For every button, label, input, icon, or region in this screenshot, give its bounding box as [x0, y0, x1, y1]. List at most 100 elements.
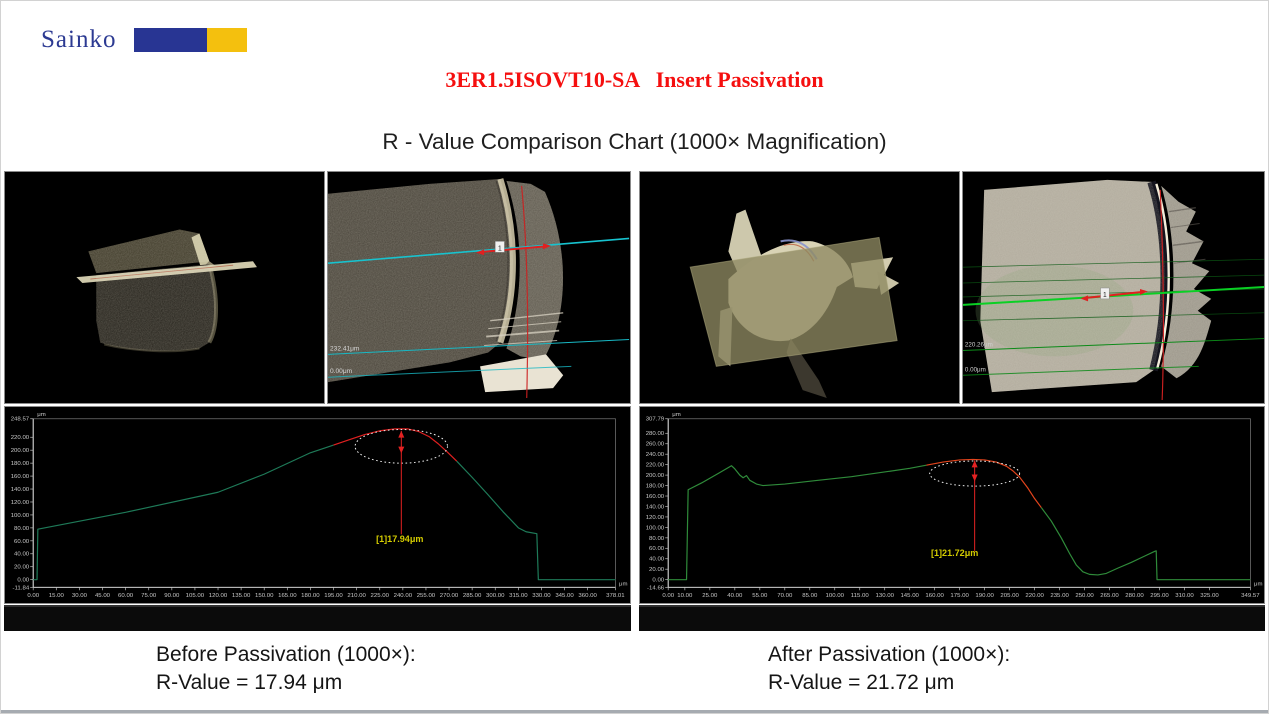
svg-text:160.00: 160.00: [645, 494, 664, 500]
svg-text:225.00: 225.00: [371, 593, 390, 599]
before-surface-render: 1 232.41μm 0.00μm: [328, 172, 630, 403]
svg-text:145.00: 145.00: [900, 593, 919, 599]
svg-text:307.79: 307.79: [645, 417, 664, 423]
height-reference-lines: 232.41μm 0.00μm: [328, 339, 630, 378]
svg-text:280.00: 280.00: [1125, 593, 1144, 599]
svg-text:325.00: 325.00: [1200, 593, 1219, 599]
svg-text:45.00: 45.00: [95, 593, 111, 599]
after-3d-view: [638, 171, 960, 404]
svg-text:220.00: 220.00: [11, 435, 30, 441]
svg-text:210.00: 210.00: [347, 593, 366, 599]
svg-text:120.00: 120.00: [11, 500, 30, 506]
before-caption: Before Passivation (1000×): R-Value = 17…: [1, 641, 656, 696]
svg-text:60.00: 60.00: [118, 593, 134, 599]
svg-text:255.00: 255.00: [417, 593, 436, 599]
after-caption-title: After Passivation (1000×):: [768, 643, 1011, 666]
svg-text:20.00: 20.00: [649, 567, 665, 573]
svg-text:75.00: 75.00: [141, 593, 157, 599]
svg-text:115.00: 115.00: [850, 593, 869, 599]
svg-text:80.00: 80.00: [649, 536, 665, 542]
svg-text:120.00: 120.00: [209, 593, 228, 599]
svg-text:140.00: 140.00: [11, 487, 30, 493]
height-label: 220.26μm: [965, 341, 993, 348]
svg-text:349.57: 349.57: [1241, 593, 1260, 599]
svg-text:40.00: 40.00: [649, 557, 665, 563]
svg-text:180.00: 180.00: [11, 461, 30, 467]
before-caption-title: Before Passivation (1000×):: [156, 643, 416, 666]
svg-text:25.00: 25.00: [702, 593, 718, 599]
caption-row: Before Passivation (1000×): R-Value = 17…: [1, 641, 1268, 696]
after-panel: 1 220.26μm 0.00μm 307.79 280.00 260.00 240.…: [638, 171, 1265, 631]
svg-text:220.00: 220.00: [645, 463, 664, 469]
svg-text:80.00: 80.00: [14, 526, 30, 532]
after-profile-chart: 307.79 280.00 260.00 240.00 220.00 200.00 180.…: [638, 406, 1265, 604]
comparison-montage: 1 232.41μm 0.00μm 248.57 220.00 200.00 180.…: [4, 171, 1265, 631]
svg-text:315.00: 315.00: [509, 593, 528, 599]
svg-text:10.00: 10.00: [677, 593, 693, 599]
before-3d-render: [5, 172, 325, 403]
before-3d-view: [4, 171, 326, 404]
svg-text:205.00: 205.00: [1000, 593, 1019, 599]
svg-text:-14.66: -14.66: [647, 585, 665, 591]
svg-text:195.00: 195.00: [324, 593, 343, 599]
svg-text:40.00: 40.00: [727, 593, 743, 599]
section-plane: [689, 236, 898, 367]
zero-label: 0.00μm: [965, 366, 986, 373]
before-panel-footer-strip: [4, 605, 631, 631]
measurement-line: 1: [962, 286, 1264, 306]
svg-text:190.00: 190.00: [975, 593, 994, 599]
svg-text:175.00: 175.00: [950, 593, 969, 599]
surface-texture: [88, 229, 217, 351]
svg-text:165.00: 165.00: [278, 593, 297, 599]
svg-text:85.00: 85.00: [802, 593, 818, 599]
svg-text:15.00: 15.00: [49, 593, 65, 599]
measurement-line: 1: [328, 237, 630, 265]
svg-text:240.00: 240.00: [645, 452, 664, 458]
svg-text:55.00: 55.00: [752, 593, 768, 599]
svg-text:90.00: 90.00: [164, 593, 180, 599]
svg-text:120.00: 120.00: [645, 515, 664, 521]
svg-text:μm: μm: [37, 412, 46, 418]
before-caption-value: R-Value = 17.94 μm: [156, 670, 343, 694]
page-subtitle: R - Value Comparison Chart (1000× Magnif…: [382, 129, 887, 154]
svg-text:135.00: 135.00: [232, 593, 251, 599]
marker-index-label: 1: [498, 245, 502, 252]
faint-reference-lines: [962, 258, 1264, 322]
svg-text:30.00: 30.00: [72, 593, 88, 599]
after-3d-render: [639, 172, 959, 403]
zero-label: 0.00μm: [330, 368, 352, 375]
logo-blue-block: [134, 28, 208, 52]
svg-text:0.00: 0.00: [27, 593, 39, 599]
after-surface-view: 1 220.26μm 0.00μm: [961, 171, 1265, 404]
svg-text:140.00: 140.00: [645, 504, 664, 510]
svg-text:235.00: 235.00: [1050, 593, 1069, 599]
svg-text:160.00: 160.00: [925, 593, 944, 599]
height-reference-lines: 220.26μm 0.00μm: [962, 338, 1264, 376]
profile-section-line: [1159, 189, 1164, 401]
svg-text:250.00: 250.00: [1075, 593, 1094, 599]
svg-text:180.00: 180.00: [301, 593, 320, 599]
svg-text:220.00: 220.00: [1025, 593, 1044, 599]
svg-text:60.00: 60.00: [14, 539, 30, 545]
profile-section-line: [521, 185, 529, 399]
svg-text:200.00: 200.00: [645, 473, 664, 479]
svg-text:0.00: 0.00: [662, 593, 674, 599]
svg-text:105.00: 105.00: [186, 593, 205, 599]
svg-text:20.00: 20.00: [14, 565, 30, 571]
after-surface-render: 1 220.26μm 0.00μm: [962, 172, 1264, 403]
logo-bar-icon: [134, 28, 248, 52]
logo-text: Sainko: [41, 26, 117, 53]
svg-text:310.00: 310.00: [1175, 593, 1194, 599]
after-caption-value: R-Value = 21.72 μm: [768, 670, 955, 694]
svg-text:260.00: 260.00: [645, 442, 664, 448]
after-caption: After Passivation (1000×): R-Value = 21.…: [656, 641, 1268, 696]
svg-text:[1]17.94μm: [1]17.94μm: [376, 534, 423, 544]
after-profile-chart-svg: 307.79 280.00 260.00 240.00 220.00 200.00 180.…: [645, 412, 1262, 599]
svg-text:[1]21.72μm: [1]21.72μm: [930, 548, 977, 558]
page-title: 3ER1.5ISOVT10-SA Insert Passivation: [445, 67, 824, 92]
svg-text:330.00: 330.00: [532, 593, 551, 599]
svg-text:μm: μm: [619, 581, 628, 587]
logo-yellow-block: [207, 28, 248, 52]
svg-text:0.00: 0.00: [17, 578, 29, 584]
